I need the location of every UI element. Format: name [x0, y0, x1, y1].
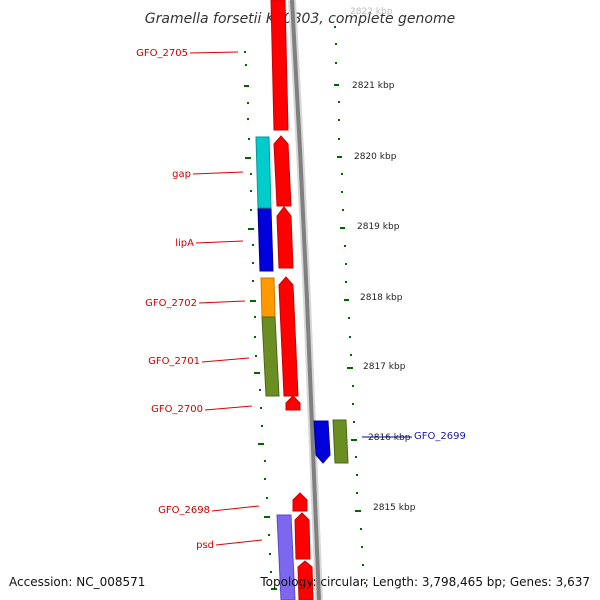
- label-leaders: [189, 51, 263, 546]
- cds-feature[interactable]: [292, 492, 308, 512]
- gene-label[interactable]: GFO_2701: [148, 356, 200, 367]
- cog-feature[interactable]: [257, 208, 274, 272]
- reverse-cog-feature[interactable]: [332, 419, 349, 464]
- reverse-strand-gene: [313, 419, 349, 464]
- kbp-label: 2816 kbp: [368, 433, 411, 443]
- cds-feature[interactable]: [285, 395, 301, 411]
- cds-feature[interactable]: [294, 512, 311, 560]
- kbp-label: 2822 kbp: [350, 7, 393, 17]
- kbp-label: 2817 kbp: [363, 362, 406, 372]
- genome-stats-text: Topology: circular; Length: 3,798,465 bp…: [259, 575, 590, 589]
- accession-text: Accession: NC_008571: [9, 575, 145, 589]
- right-ruler-ticks: [334, 26, 366, 584]
- left-ruler-ticks: [244, 51, 277, 590]
- cds-feature[interactable]: [297, 560, 314, 600]
- reverse-cds-feature[interactable]: [313, 420, 331, 464]
- gene-label[interactable]: psd: [196, 540, 214, 551]
- kbp-label: 2818 kbp: [360, 293, 403, 303]
- cog-track: [255, 136, 296, 600]
- map-title: Gramella forsetii KT0803, complete genom…: [145, 11, 455, 27]
- kbp-label: 2815 kbp: [373, 503, 416, 513]
- cog-feature[interactable]: [255, 136, 272, 209]
- gene-label[interactable]: GFO_2702: [145, 298, 197, 309]
- kbp-label: 2820 kbp: [354, 152, 397, 162]
- cog-feature[interactable]: [276, 514, 296, 600]
- gene-label[interactable]: lipA: [175, 238, 194, 249]
- kbp-label: 2819 kbp: [357, 222, 400, 232]
- cog-feature[interactable]: [261, 316, 280, 397]
- gene-labels: GFO_2705 gap lipA GFO_2702 GFO_2701 GFO_…: [136, 48, 466, 551]
- gene-label[interactable]: gap: [172, 169, 191, 180]
- cds-feature[interactable]: [270, 0, 289, 131]
- cds-track: [270, 0, 314, 600]
- kbp-label: 2821 kbp: [352, 81, 395, 91]
- gene-label[interactable]: GFO_2705: [136, 48, 188, 59]
- cds-feature[interactable]: [273, 135, 292, 207]
- kbp-scale: 2822 kbp 2821 kbp 2820 kbp 2819 kbp 2818…: [350, 7, 416, 513]
- cds-feature[interactable]: [276, 206, 294, 269]
- gene-label[interactable]: GFO_2698: [158, 505, 210, 516]
- cog-feature[interactable]: [260, 277, 276, 318]
- gene-label[interactable]: GFO_2699: [414, 431, 466, 442]
- gene-label[interactable]: GFO_2700: [151, 404, 203, 415]
- genome-backbone: [290, 0, 321, 600]
- cds-feature[interactable]: [278, 276, 299, 397]
